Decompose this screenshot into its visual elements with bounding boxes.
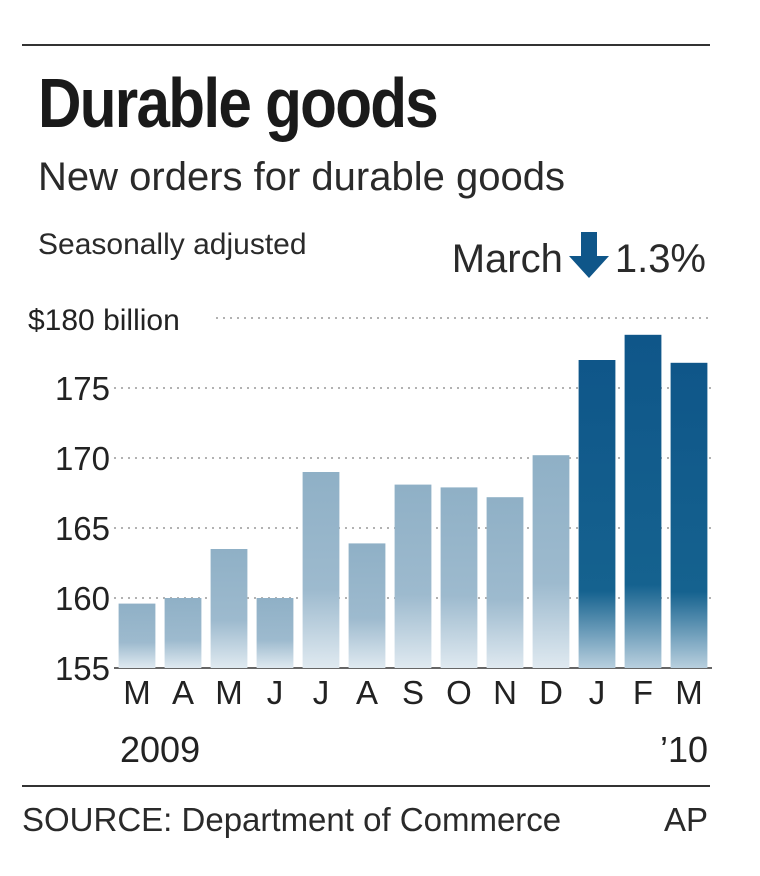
bar (210, 549, 248, 668)
x-tick-label: M (675, 674, 703, 711)
source-line: SOURCE: Department of Commerce (22, 801, 562, 838)
bar (578, 360, 616, 668)
bar (118, 603, 156, 668)
bar (624, 334, 662, 668)
y-tick-label: 160 (55, 580, 110, 617)
credit-line: AP (663, 801, 708, 838)
bottom-rule (22, 785, 710, 787)
x-tick-label: N (493, 674, 517, 711)
bar (670, 362, 708, 668)
x-tick-label: J (313, 674, 330, 711)
bar (440, 487, 478, 668)
x-tick-label: S (402, 674, 424, 711)
change-value: 1.3% (614, 236, 706, 281)
bar (394, 484, 432, 668)
year-label-end: ’10 (660, 729, 708, 770)
x-tick-label: M (215, 674, 243, 711)
x-tick-label: M (123, 674, 151, 711)
change-label: March (451, 236, 563, 281)
x-tick-label: A (172, 674, 194, 711)
x-tick-label: A (356, 674, 378, 711)
y-tick-label: 175 (55, 370, 110, 407)
bar (532, 455, 570, 668)
chart-subtitle: New orders for durable goods (38, 155, 565, 199)
monthly-change: March 1.3% (452, 232, 706, 285)
y-tick-label: $180 billion (28, 304, 180, 337)
down-arrow-icon (568, 232, 609, 285)
adjustment-note: Seasonally adjusted (38, 228, 307, 261)
bar (348, 543, 386, 668)
bar (302, 472, 340, 668)
y-tick-label: 155 (55, 650, 110, 687)
y-tick-label: 165 (55, 510, 110, 547)
y-tick-label: 170 (55, 440, 110, 477)
chart-title: Durable goods (38, 64, 439, 142)
bar (486, 497, 524, 668)
bar (164, 598, 202, 668)
x-tick-label: O (446, 674, 472, 711)
x-tick-label: F (633, 674, 653, 711)
x-tick-label: J (267, 674, 284, 711)
bar (256, 598, 294, 668)
x-tick-label: D (539, 674, 563, 711)
top-rule (22, 44, 710, 46)
year-label-start: 2009 (120, 729, 200, 770)
x-tick-label: J (589, 674, 606, 711)
